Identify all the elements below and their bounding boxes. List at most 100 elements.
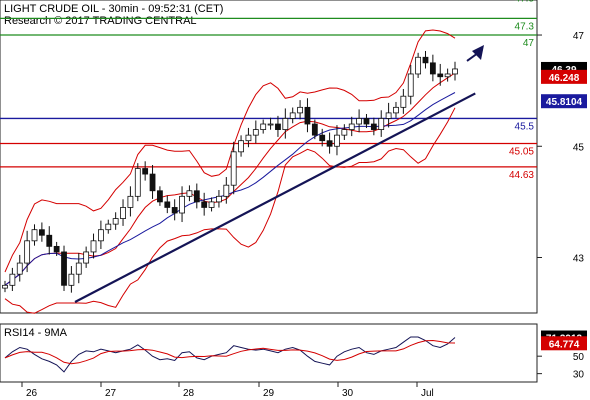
rsi-line [4,336,456,373]
candle-body-47 [348,123,355,130]
trendline [74,92,476,303]
candle-body-35 [260,123,267,130]
candle-body-29 [216,195,222,203]
candle-body-28 [208,201,215,208]
candle-body-39 [289,112,296,119]
candle-body-36 [267,123,274,126]
y-tick-label-2: 47 [573,31,585,42]
candle-body-40 [297,106,303,114]
rsi-panel-frame [0,323,538,383]
candle-body-42 [311,123,318,136]
candle-body-34 [252,129,259,136]
candle-body-5 [38,229,45,236]
level-label-0: 47.8 [515,0,535,5]
y-tick-label-1: 45 [573,142,585,153]
candle-body-58 [429,62,436,75]
candle-body-22 [164,201,171,208]
rsi-lines [4,336,456,373]
candle-body-32 [238,140,244,153]
bollinger-bands [4,29,456,314]
chart-title: LIGHT CRUDE OIL - 30min - 09:52:31 (CET) [4,3,223,15]
candle-body-4 [31,229,38,242]
rsi-tag-text-1: 64.774 [549,339,580,350]
level-label-3: 45.5 [515,121,535,132]
candle-body-27 [201,201,208,208]
candle-body-60 [444,73,451,78]
x-tick-label-5: Jul [421,388,434,399]
candle-body-49 [363,118,370,125]
price-tag-box-2 [541,94,587,109]
price-tag-text-1: 46.248 [549,73,580,84]
candle-body-52 [385,112,392,119]
candle-body-0 [2,284,8,289]
level-label-2: 47 [523,38,535,49]
x-tick-label-2: 28 [183,388,195,399]
candle-body-55 [407,73,414,97]
candle-body-3 [24,240,31,264]
candle-body-59 [437,73,444,78]
candle-body-10 [75,262,82,275]
candle-body-17 [127,195,134,208]
candle-body-31 [230,151,237,186]
candle-body-51 [378,118,385,130]
price-tag-box-1 [541,69,587,84]
candle-body-13 [98,229,104,242]
candle-body-33 [245,134,252,142]
x-tick-label-1: 27 [105,388,117,399]
candle-body-45 [334,134,340,147]
candle-body-12 [90,240,97,253]
candle-body-20 [149,173,156,192]
candle-body-54 [400,95,407,108]
candle-body-56 [415,56,422,75]
rsi-tags: 71.391364.774 [541,330,587,351]
candle-body-16 [120,207,126,219]
candle-body-8 [61,251,67,286]
candle-body-2 [16,262,23,275]
candle-body-7 [53,245,60,253]
candle-body-30 [223,184,230,197]
candle-body-50 [370,123,377,130]
x-tick-label-3: 29 [263,388,275,399]
candle-body-41 [304,106,311,125]
candle-body-25 [186,190,193,197]
candle-body-43 [319,134,326,142]
bollinger-lower [4,107,456,314]
trendline-support [74,92,476,303]
candle-body-15 [112,218,119,225]
candle-body-14 [105,223,112,231]
candle-body-26 [193,190,200,203]
candle-body-61 [452,68,458,75]
y-tick-label-0: 43 [573,254,585,265]
price-candles [2,50,458,293]
candle-body-44 [326,140,333,147]
bollinger-upper [4,29,456,273]
rsi-y-axis: 30 50 [537,352,585,381]
candle-body-37 [275,123,281,130]
rsi-ma-line [4,339,456,365]
candle-body-1 [9,273,16,286]
level-label-4: 45.05 [509,146,534,157]
candle-body-18 [134,168,141,197]
candle-body-57 [422,56,429,64]
candle-body-6 [46,234,53,247]
rsi-tick-label-1: 50 [573,352,585,363]
x-tick-label-0: 26 [26,388,38,399]
x-axis: 26 27 28 29 30 Jul [21,382,434,399]
price-panel-frame [0,0,538,314]
chart-subtitle: Research © 2017 TRADING CENTRAL [4,15,197,27]
x-tick-label-4: 30 [342,388,354,399]
price-levels: 47.8 47.3 47 45.5 45.05 44.63 [0,0,537,181]
forecast-arrow-head [472,45,484,60]
price-tag-text-2: 45.8104 [546,97,583,108]
rsi-tick-label-0: 30 [573,370,585,381]
candle-body-38 [282,118,289,130]
price-y-axis: 43 45 47 [537,31,585,265]
candle-body-24 [179,195,185,214]
candle-body-19 [142,168,149,175]
candle-body-48 [356,118,362,125]
candle-body-23 [171,207,178,214]
candle-body-11 [83,251,90,264]
level-label-5: 44.63 [509,170,534,181]
candle-body-9 [68,273,75,286]
